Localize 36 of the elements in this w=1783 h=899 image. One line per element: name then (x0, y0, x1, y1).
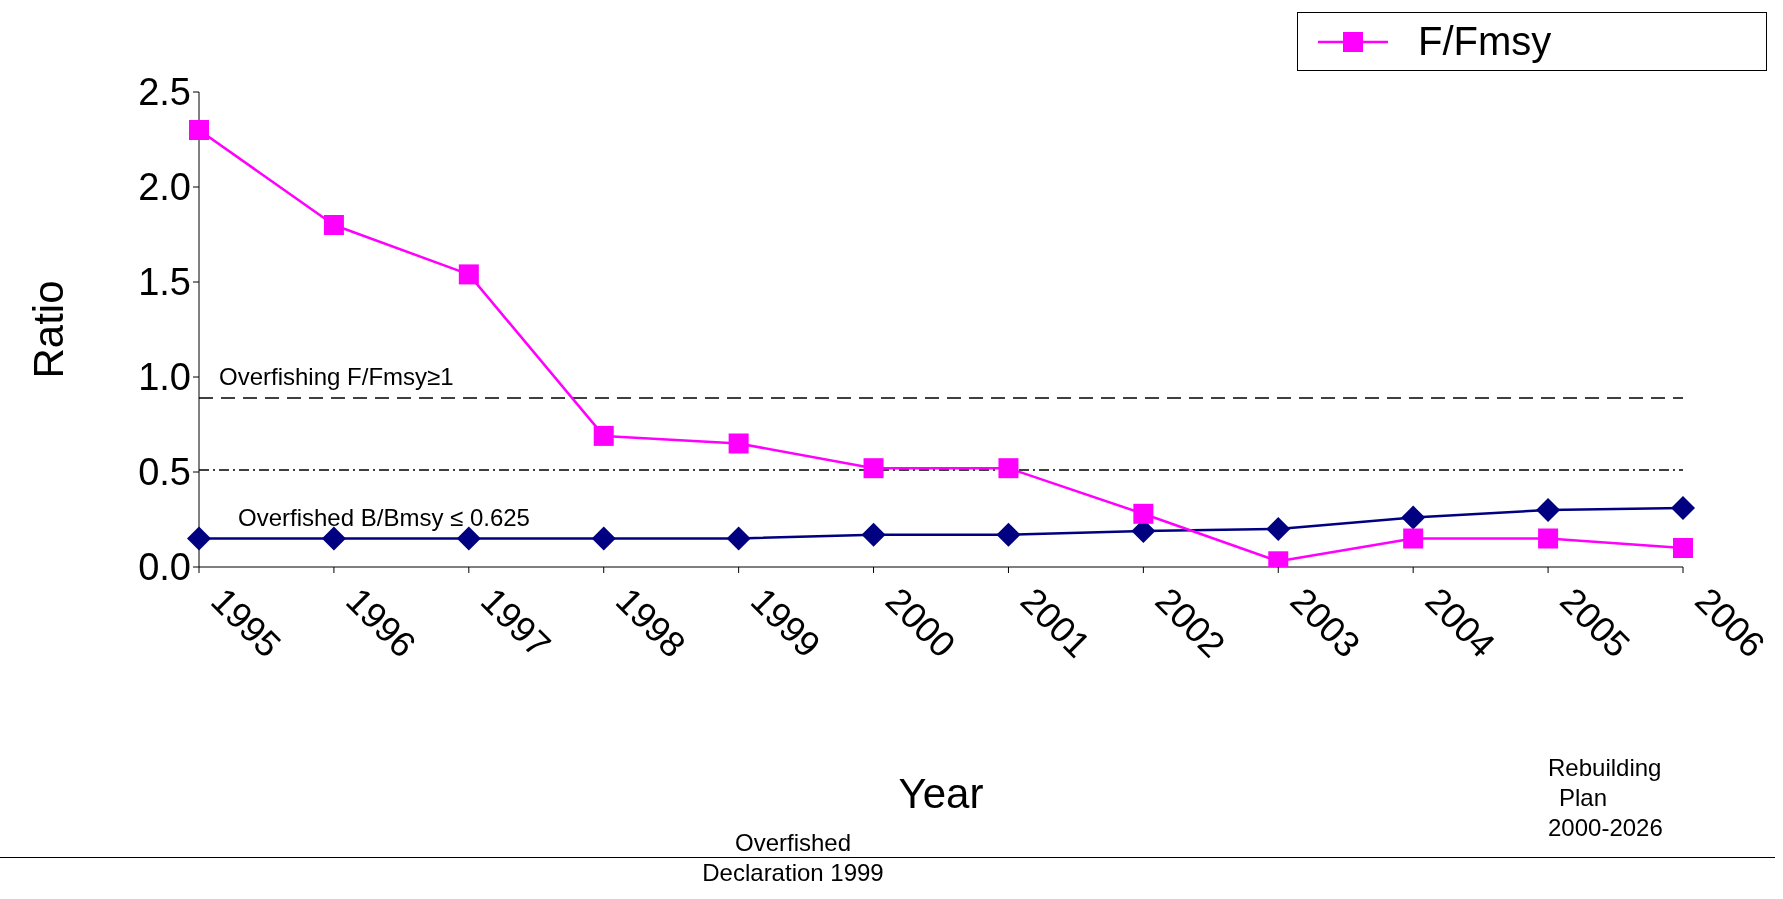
point (1266, 517, 1291, 541)
point (456, 526, 481, 551)
point (323, 215, 344, 235)
point (998, 458, 1019, 479)
x-tick-label: 1997 (473, 579, 559, 666)
x-axis-title: Year (898, 770, 984, 817)
point (1671, 496, 1695, 521)
text: Overfished Declaration 1999 (702, 829, 884, 886)
ref-line-label: Overfishing F/Fmsy≥1 (219, 362, 454, 390)
y-tick-label: 2.5 (138, 71, 191, 114)
point (187, 526, 211, 551)
point (1403, 528, 1424, 549)
point (321, 526, 346, 551)
point (591, 526, 616, 551)
y-tick-label: 2.0 (138, 166, 191, 209)
point (1538, 528, 1559, 549)
y-tick-label: 0.5 (138, 451, 191, 494)
point (863, 458, 884, 479)
annotation: Overfished B/Bmsy ≤ 0.625 (238, 504, 530, 531)
y-tick-label: 1.5 (138, 261, 191, 304)
y-axis-title: Ratio (24, 280, 72, 379)
point (1536, 498, 1561, 522)
y-tick-label: 1.0 (138, 356, 191, 399)
point (728, 433, 749, 454)
point (726, 526, 751, 551)
point (861, 522, 886, 547)
point (1133, 503, 1154, 524)
point (996, 522, 1021, 547)
point (593, 425, 614, 446)
point (1401, 505, 1426, 530)
point (1673, 538, 1693, 558)
y-tick-label: 0.0 (138, 546, 191, 589)
text: Rebuilding Plan 2000-2026 (1548, 753, 1663, 843)
legend-label: F/Fmsy (1418, 19, 1552, 64)
point (189, 120, 209, 140)
point (458, 264, 479, 285)
